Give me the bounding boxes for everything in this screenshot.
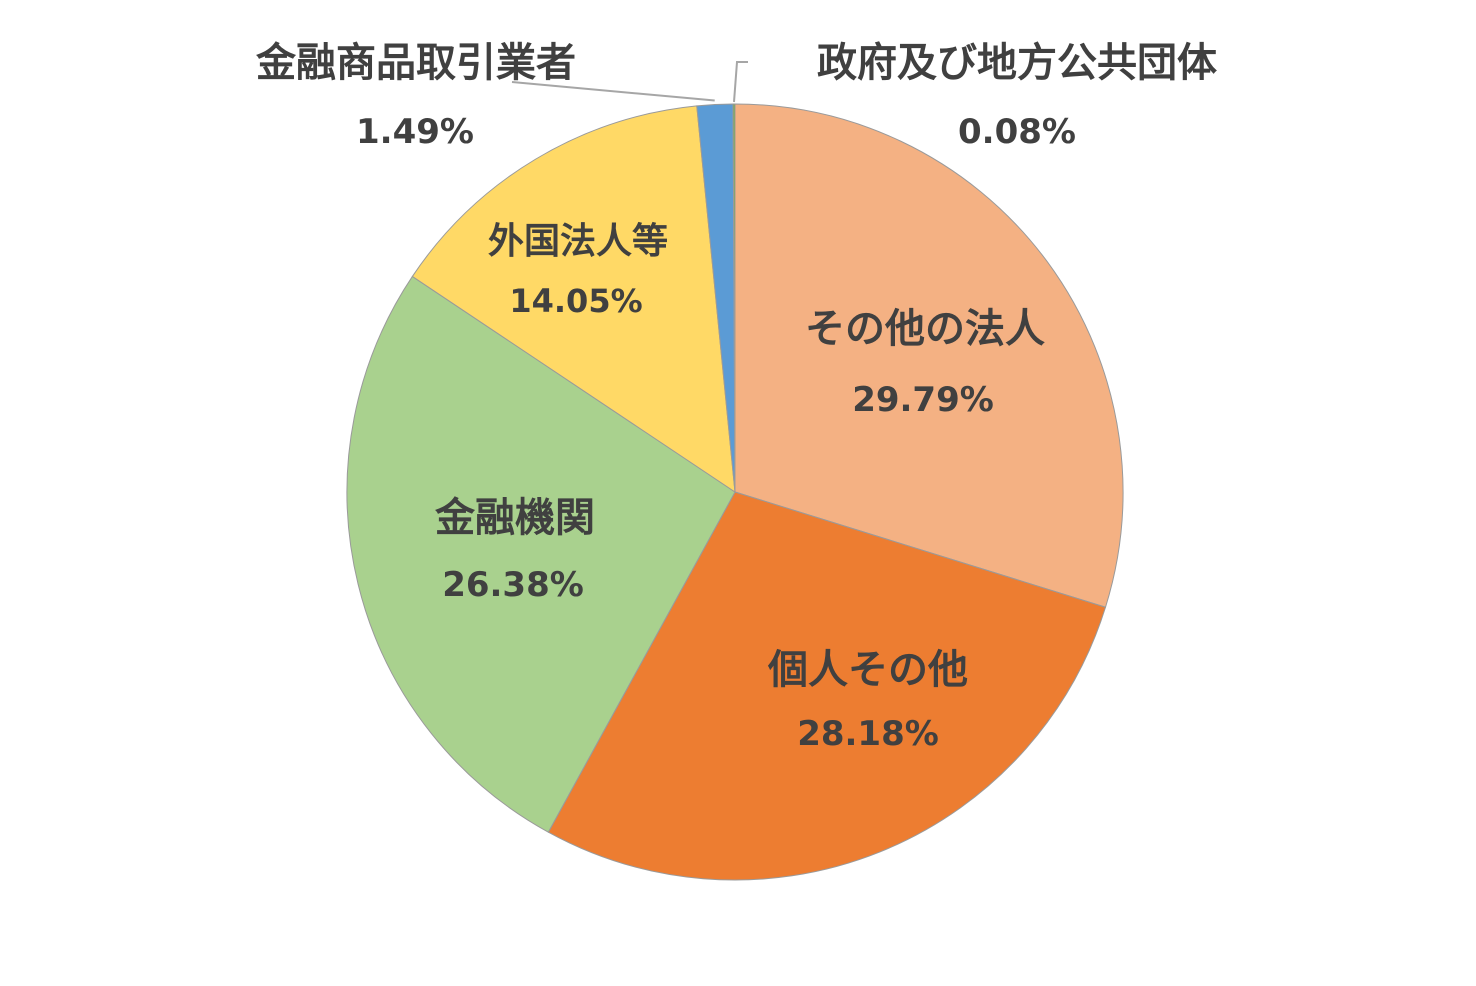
- data-labels: その他の法人 29.79% 個人その他 28.18% 金融機関 26.38% 外…: [255, 40, 1217, 754]
- slice-label-foreign-corporations: 外国法人等: [488, 221, 668, 262]
- pie-slice-financial-institutions: [346, 275, 736, 833]
- leader-lines: [511, 61, 748, 103]
- pie-slice-individuals: [547, 491, 1107, 881]
- pie-slices: [346, 103, 1124, 881]
- slice-label-securities-firms: 金融商品取引業者: [255, 40, 576, 86]
- slice-label-other-corporations: その他の法人: [805, 306, 1045, 352]
- slice-label-government: 政府及び地方公共団体: [817, 40, 1217, 86]
- pie-slice-foreign-corporations: [411, 105, 736, 494]
- leader-line-securities-firms: [511, 81, 715, 102]
- slice-value-government: 0.08%: [958, 112, 1076, 152]
- pie-slice-other-corporations: [734, 103, 1124, 608]
- pie-slice-government: [732, 103, 736, 493]
- slice-value-other-corporations: 29.79%: [852, 380, 994, 420]
- slice-label-financial-institutions: 金融機関: [434, 495, 595, 541]
- slice-label-individuals: 個人その他: [767, 647, 968, 693]
- slice-value-foreign-corporations: 14.05%: [509, 282, 642, 320]
- slice-value-securities-firms: 1.49%: [356, 112, 474, 152]
- slice-value-individuals: 28.18%: [797, 714, 939, 754]
- slice-value-financial-institutions: 26.38%: [442, 565, 584, 605]
- leader-line-government: [733, 61, 748, 103]
